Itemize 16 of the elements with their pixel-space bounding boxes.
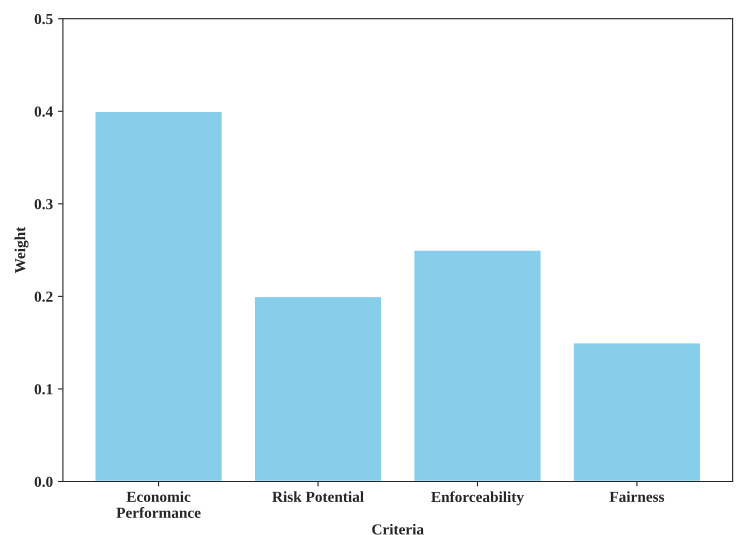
y-tick-label: 0.1 (34, 384, 52, 394)
x-tick-label: Fairness (610, 491, 664, 502)
y-tick-label: 0.0 (34, 476, 53, 488)
x-tick-label: Economic Performance (116, 491, 201, 518)
y-tick-label: 0.5 (34, 14, 53, 24)
y-tick-label: 0.3 (34, 198, 53, 210)
y-tick-label: 0.2 (34, 292, 53, 302)
x-tick-label: Risk Potential (272, 491, 364, 502)
y-tick-label: 0.4 (34, 106, 53, 117)
bar (572, 342, 702, 482)
x-axis-title: Criteria (372, 524, 424, 535)
bar (254, 296, 382, 482)
y-axis-title: Weight (14, 226, 29, 274)
bar (94, 110, 224, 482)
x-tick-label: Enforceability (431, 491, 524, 506)
bar (413, 249, 542, 482)
